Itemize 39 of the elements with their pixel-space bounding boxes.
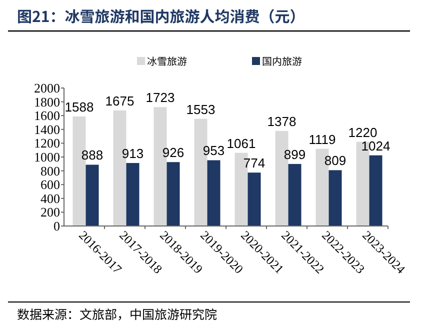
y-tick-label: 800 (40, 163, 60, 178)
y-tick-label: 1200 (34, 136, 60, 151)
bar (369, 155, 382, 226)
y-tick-label: 1800 (34, 94, 60, 110)
chart-title: 图21：冰雪旅游和国内旅游人均消费（元） (17, 6, 305, 27)
data-label: 1675 (105, 93, 134, 108)
bar (86, 164, 99, 226)
legend-label: 国内旅游 (262, 53, 302, 68)
bar (126, 163, 140, 226)
y-tick-label: 200 (40, 204, 60, 220)
bar (207, 160, 220, 226)
source-note: 数据来源：文旅部，中国旅游研究院 (17, 304, 218, 323)
bar (288, 164, 302, 226)
y-tick-label: 400 (40, 190, 60, 206)
data-label: 1024 (361, 138, 390, 154)
y-tick-label: 2000 (34, 80, 60, 96)
data-label: 1220 (348, 124, 378, 140)
legend-label: 冰雪旅游 (147, 53, 187, 68)
data-label: 1378 (267, 114, 296, 129)
bar (166, 162, 180, 226)
y-tick-label: 0 (54, 218, 60, 234)
y-tick-label: 1000 (34, 150, 60, 164)
y-tick-label: 600 (40, 177, 60, 192)
data-label: 888 (81, 148, 104, 163)
data-label: 1119 (308, 132, 336, 147)
data-label: 1588 (64, 99, 94, 114)
data-label: 1553 (186, 102, 216, 117)
data-label: 1723 (146, 90, 175, 106)
bar (248, 172, 261, 226)
data-label: 1061 (226, 136, 256, 151)
data-label: 899 (284, 146, 306, 162)
data-label: 953 (202, 143, 225, 158)
bar (328, 170, 342, 226)
data-label: 913 (122, 146, 144, 162)
data-label: 774 (243, 156, 266, 171)
data-label: 809 (324, 153, 346, 168)
y-tick-label: 1400 (34, 122, 60, 137)
y-tick-label: 1600 (34, 108, 60, 124)
data-label: 926 (162, 145, 184, 160)
